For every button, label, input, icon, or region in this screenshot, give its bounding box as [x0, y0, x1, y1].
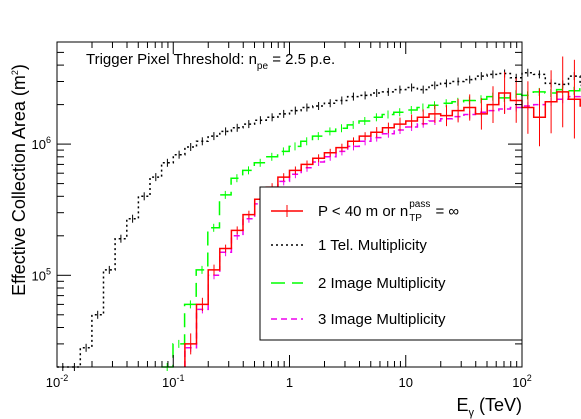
data-layer: [57, 56, 581, 371]
x-tick-label: 10-1: [162, 373, 184, 390]
legend-label-3: 3 Image Multiplicity: [318, 311, 446, 328]
y-tick-label: 105: [32, 266, 51, 283]
series-line-0: [184, 91, 581, 367]
x-axis-label: Eγ (TeV): [456, 395, 522, 419]
legend-label-2: 2 Image Multiplicity: [318, 275, 446, 292]
legend: P < 40 m or npass TP = ∞ 1 Tel. Multiplici…: [259, 186, 523, 341]
legend-label-0: P < 40 m or npass TP = ∞: [318, 199, 459, 224]
y-axis-label: Effective Collection Area (m2): [9, 64, 29, 296]
threshold-annotation: Trigger Pixel Threshold: npe = 2.5 p.e.: [86, 51, 335, 72]
x-tick-label: 102: [512, 373, 531, 390]
x-tick-label: 10-2: [46, 373, 68, 390]
x-tick-label: 1: [286, 375, 293, 390]
x-tick-label: 10: [399, 375, 413, 390]
legend-frame: [259, 186, 523, 341]
series-0: [184, 56, 581, 367]
series-line-2: [161, 86, 581, 368]
legend-label-1: 1 Tel. Multiplicity: [318, 237, 427, 254]
y-tick-label: 106: [32, 135, 51, 152]
